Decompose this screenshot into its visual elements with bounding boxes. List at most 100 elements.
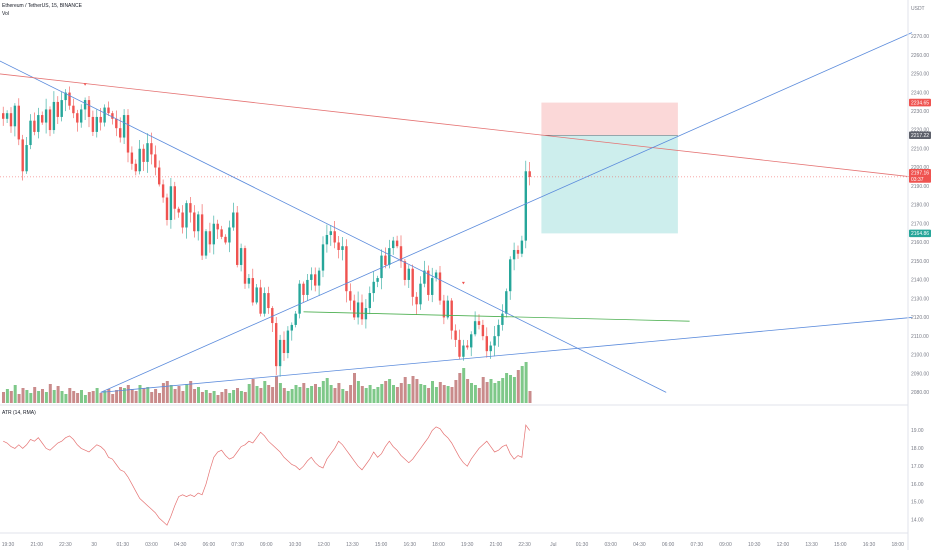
volume-bar bbox=[185, 384, 189, 403]
candle bbox=[224, 234, 227, 245]
volume-bar bbox=[161, 383, 165, 403]
volume-bar bbox=[458, 373, 462, 403]
volume-bar bbox=[13, 385, 17, 403]
volume-bar bbox=[485, 382, 489, 403]
candle bbox=[68, 86, 71, 110]
volume-bar bbox=[99, 393, 103, 403]
candle bbox=[294, 311, 297, 328]
candle bbox=[407, 265, 410, 288]
volume-bar bbox=[505, 373, 509, 403]
volume-bar bbox=[524, 362, 528, 403]
time-tick: 12:00 bbox=[777, 542, 790, 548]
candle bbox=[25, 137, 28, 174]
candle bbox=[458, 329, 461, 360]
volume-bar bbox=[119, 387, 122, 403]
volume-bar bbox=[520, 366, 524, 403]
volume-bar bbox=[509, 375, 512, 403]
candle bbox=[204, 229, 208, 259]
volume-bar bbox=[477, 388, 481, 403]
volume-bar bbox=[271, 387, 275, 403]
time-tick: 07:30 bbox=[231, 542, 244, 548]
candle bbox=[208, 222, 212, 253]
candle bbox=[462, 339, 465, 361]
volume-bar bbox=[388, 379, 392, 403]
candle bbox=[9, 107, 13, 133]
candle bbox=[44, 98, 48, 134]
candle bbox=[470, 331, 473, 357]
volume-bar bbox=[247, 384, 251, 403]
candles bbox=[2, 86, 531, 377]
candle bbox=[403, 259, 407, 286]
volume-bar bbox=[228, 393, 232, 403]
time-tick: 04:30 bbox=[174, 542, 187, 548]
candle bbox=[80, 104, 83, 128]
stop-zone bbox=[541, 102, 678, 136]
volume-bar bbox=[302, 383, 306, 403]
time-tick: 13:30 bbox=[346, 542, 359, 548]
volume-bar bbox=[208, 393, 212, 403]
atr-axis: 19.00 18.00 17.00 16.00 15.00 14.00 bbox=[911, 428, 924, 523]
svg-text:2234.65: 2234.65 bbox=[911, 100, 929, 106]
time-tick: 09:00 bbox=[260, 542, 273, 548]
volume-bar bbox=[275, 376, 278, 403]
volume-bar bbox=[134, 391, 138, 403]
candle bbox=[286, 326, 290, 359]
volume-bar bbox=[364, 388, 368, 403]
volume-bar bbox=[138, 385, 142, 403]
candle bbox=[349, 283, 352, 311]
volume-bar bbox=[41, 389, 44, 403]
candle bbox=[259, 279, 262, 317]
volume-bar bbox=[372, 389, 376, 403]
atr-tick: 14.00 bbox=[911, 518, 924, 524]
volume-bar bbox=[80, 390, 83, 403]
candle bbox=[267, 286, 270, 314]
price-tick: 2220.00 bbox=[911, 128, 929, 134]
candle bbox=[130, 146, 134, 170]
trendlines bbox=[0, 32, 913, 393]
candle bbox=[154, 145, 157, 176]
volume-bar bbox=[177, 386, 181, 403]
volume-bar bbox=[356, 381, 360, 403]
volume-bar bbox=[380, 384, 384, 403]
candle bbox=[247, 274, 251, 289]
candle bbox=[255, 284, 258, 305]
candle bbox=[415, 292, 418, 315]
candle bbox=[306, 273, 309, 301]
price-tick: 2260.00 bbox=[911, 53, 929, 59]
time-tick: 09:00 bbox=[719, 542, 732, 548]
candle bbox=[169, 177, 173, 229]
candle bbox=[37, 107, 40, 139]
volume-bar bbox=[310, 386, 314, 403]
candle bbox=[310, 267, 313, 291]
price-badge: 2164.86 bbox=[909, 229, 931, 238]
volume-bar bbox=[236, 388, 239, 403]
candle bbox=[103, 104, 106, 127]
candle bbox=[99, 107, 102, 131]
candle bbox=[126, 109, 130, 163]
candle bbox=[76, 109, 79, 132]
price-tick: 2130.00 bbox=[911, 296, 929, 302]
candle bbox=[2, 106, 5, 126]
volume-bar bbox=[341, 389, 345, 403]
candle bbox=[21, 134, 24, 181]
volume-bar bbox=[44, 392, 48, 403]
svg-text:2217.22: 2217.22 bbox=[911, 133, 929, 139]
time-tick: 16:30 bbox=[404, 542, 417, 548]
candle bbox=[95, 109, 98, 138]
volume-bar bbox=[216, 395, 220, 403]
candle bbox=[360, 294, 364, 325]
volume-bar bbox=[146, 387, 150, 403]
atr-line bbox=[3, 424, 530, 526]
candle bbox=[454, 324, 457, 347]
volume-bar bbox=[150, 392, 154, 403]
candle bbox=[516, 245, 520, 259]
candle bbox=[17, 98, 20, 146]
candle bbox=[395, 235, 399, 249]
time-tick: 01:30 bbox=[576, 542, 589, 548]
volume-bar bbox=[314, 384, 317, 403]
candle bbox=[290, 322, 293, 341]
time-tick: 10:30 bbox=[748, 542, 761, 548]
volume-bar bbox=[21, 388, 25, 403]
volume-bar bbox=[329, 385, 333, 403]
